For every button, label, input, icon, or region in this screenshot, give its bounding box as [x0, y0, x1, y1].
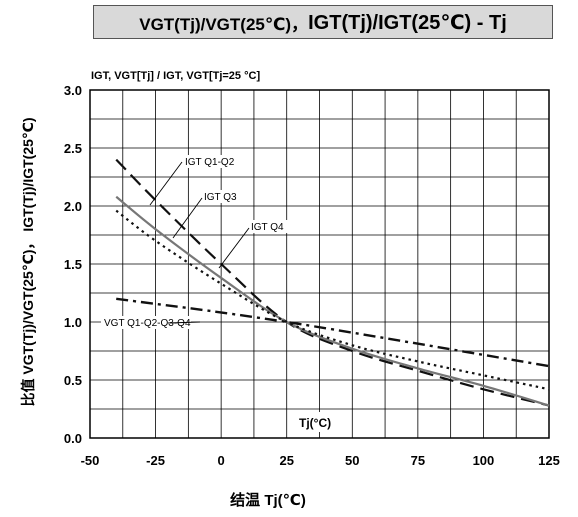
- x-tick-label: -25: [146, 453, 165, 468]
- title-part-1: VGT(Tj)/VGT(25℃)，: [139, 14, 309, 34]
- inner-x-label: Tj(°C): [299, 416, 331, 430]
- x-tick-label: 50: [345, 453, 359, 468]
- annotation-leader: [167, 321, 201, 324]
- plot-frame: [89, 89, 550, 439]
- series-line-igt-q3: [115, 195, 550, 407]
- x-tick-label: 25: [279, 453, 293, 468]
- series-annotation-label: IGT Q1-Q2: [185, 157, 235, 168]
- x-tick-label: 125: [538, 453, 560, 468]
- tick-labels: -50 -25 0 25 50 75 100 125 0.0 0.5 1.0 1.5 2.0 2.5 3.0: [64, 83, 560, 468]
- title-part-2: IGT(Tj)/IGT(25℃) - Tj: [308, 11, 507, 34]
- annotation-leader: [218, 227, 250, 269]
- y-tick-label: 2.5: [64, 141, 82, 156]
- annotation-leader: [172, 197, 203, 239]
- inner-y-label: IGT, VGT[Tj] / IGT, VGT[Tj=25 °C]: [91, 70, 260, 82]
- y-tick-label: 1.0: [64, 315, 82, 330]
- y-tick-label: 1.5: [64, 257, 82, 272]
- annotation-bg: [182, 155, 239, 168]
- x-tick-label: 100: [473, 453, 495, 468]
- annotation-bg: [201, 190, 241, 203]
- series-line-vgt-q1-q2-q3-q4: [116, 297, 550, 368]
- y-tick-label: 0.5: [64, 373, 82, 388]
- series-annotation-label: VGT Q1-Q2-Q3-Q4: [104, 318, 191, 329]
- series-line-igt-q1-q2: [115, 158, 550, 407]
- chart-title: VGT(Tj)/VGT(25℃)， IGT(Tj)/IGT(25℃) - Tj: [93, 5, 553, 39]
- annotation-bg: [101, 316, 191, 329]
- annotation-bg: [248, 220, 288, 233]
- inner-x-label-bg: [293, 412, 345, 432]
- annotation-leader: [149, 161, 183, 206]
- x-tick-label: -50: [81, 453, 100, 468]
- series-annotation-label: IGT Q4: [251, 222, 284, 233]
- y-tick-label: 0.0: [64, 431, 82, 446]
- annotations: IGT Q1-Q2 IGT Q3 IGT Q4 VGT Q1-Q2-Q3-Q4 Tj(°…: [101, 155, 345, 432]
- x-tick-label: 0: [218, 453, 225, 468]
- y-axis-label: 比值 VGT(Tj)/VGT(25℃)， IGT(Tj)/IGT(25℃): [20, 117, 36, 406]
- y-tick-label: 2.0: [64, 199, 82, 214]
- x-tick-label: 75: [411, 453, 425, 468]
- y-tick-label: 3.0: [64, 83, 82, 98]
- x-axis-label: 结温 Tj(℃): [230, 491, 306, 509]
- series-line-igt-q4: [115, 209, 550, 391]
- series-group: [115, 158, 550, 407]
- series-annotation-label: IGT Q3: [204, 192, 237, 203]
